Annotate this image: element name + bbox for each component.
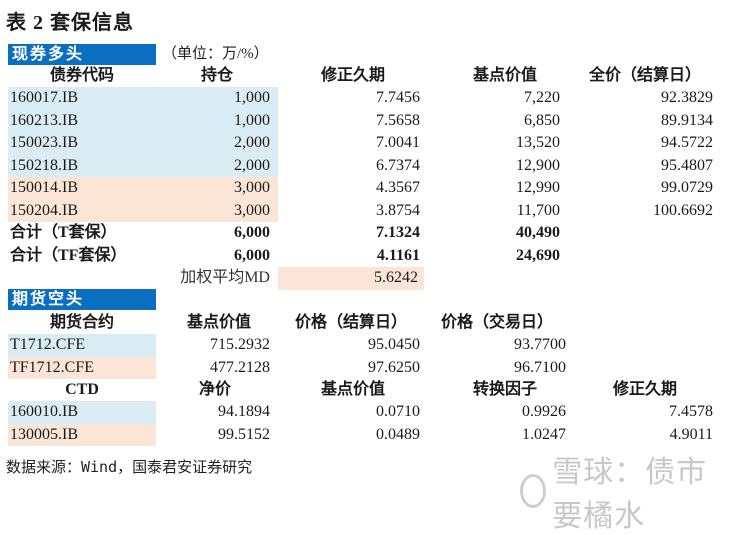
watermark: 雪球：债市要橘水 [520,447,731,535]
col-header-full-price: 全价（结算日） [588,67,701,84]
total-md: 4.1161 [376,246,420,264]
bpv: 12,900 [516,156,560,174]
modified-duration: 7.5658 [376,111,420,129]
trade-price: 93.7700 [514,336,566,353]
full-price: 92.3829 [661,89,713,106]
ctd-code: 160010.IB [8,401,156,424]
watermark-text: 雪球：债市要橘水 [552,455,708,534]
modified-duration: 6.7374 [376,156,420,174]
total-label: 合计（TF套保） [10,246,127,264]
table-row: 160010.IB 94.1894 0.0710 0.9926 7.4578 [0,401,731,424]
total-row-t: 合计（T套保） 6,000 7.1324 40,490 [0,222,731,245]
position: 2,000 [234,156,270,174]
col-header-trade-price: 价格（交易日） [440,314,553,331]
col-header-bond-code: 债券代码 [49,67,114,84]
full-price: 89.9134 [661,111,713,129]
conversion-factor: 1.0247 [522,425,566,443]
total-label: 合计（T套保） [10,224,117,241]
ctd-md: 7.4578 [669,403,713,420]
bpv: 6,850 [524,111,560,129]
table-row: 160017.IB 1,000 7.7456 7,220 92.3829 [0,87,731,110]
futures-bpv: 715.2932 [210,336,270,353]
col-header-modified-duration: 修正久期 [320,67,385,84]
long-section-header: 现券多头 [8,44,156,65]
ctd-code: 130005.IB [8,423,156,446]
short-section-header: 期货空头 [8,289,156,310]
table-row: 150218.IB 2,000 6.7374 12,900 95.4807 [0,154,731,177]
futures-contract: T1712.CFE [8,334,156,357]
settle-price: 97.6250 [368,358,420,376]
full-price: 95.4807 [661,156,713,174]
position: 2,000 [234,134,270,151]
col-header-conversion-factor: 转换因子 [472,381,537,398]
conversion-factor: 0.9926 [522,403,566,420]
total-position: 6,000 [234,224,270,241]
full-price: 99.0729 [661,179,713,196]
table-row: 160213.IB 1,000 7.5658 6,850 89.9134 [0,109,731,132]
bpv: 7,220 [524,89,560,106]
total-position: 6,000 [234,246,270,264]
modified-duration: 7.0041 [376,134,420,151]
modified-duration: 3.8754 [376,201,420,219]
bond-code: 160017.IB [8,87,278,110]
col-header-futures-bpv: 基点价值 [186,314,251,331]
position: 1,000 [234,89,270,106]
source-note: 数据来源：Wind，国泰君安证券研究 [6,458,253,476]
col-header-bpv: 基点价值 [472,67,537,84]
futures-contract: TF1712.CFE [8,356,156,379]
col-header-ctd-bpv: 基点价值 [320,381,385,398]
col-header-settle-price: 价格（结算日） [294,314,407,331]
full-price: 100.6692 [653,201,713,219]
ctd-md: 4.9011 [669,425,713,443]
clean-price: 94.1894 [218,403,270,420]
table-row: T1712.CFE 715.2932 95.0450 93.7700 [0,334,731,357]
position: 1,000 [234,111,270,129]
total-row-tf: 合计（TF套保） 6,000 4.1161 24,690 [0,245,731,268]
snowball-logo-icon [520,474,547,508]
total-md: 7.1324 [376,224,420,241]
col-header-ctd: CTD [65,381,99,398]
table-title: 表 2 套保信息 [6,12,134,34]
position: 3,000 [234,201,270,219]
total-bpv: 24,690 [516,246,560,264]
table-row: 150204.IB 3,000 3.8754 11,700 100.6692 [0,199,731,222]
full-price: 94.5722 [661,134,713,151]
weighted-md-value: 5.6242 [278,267,424,290]
col-header-ctd-md: 修正久期 [612,381,677,398]
table-row: 130005.IB 99.5152 0.0489 1.0247 4.9011 [0,423,731,446]
settle-price: 95.0450 [368,336,420,353]
modified-duration: 4.3567 [376,179,420,196]
bond-code: 150218.IB [8,154,278,177]
total-bpv: 40,490 [516,224,560,241]
position: 3,000 [234,179,270,196]
ctd-bpv: 0.0710 [376,403,420,420]
bond-code: 150023.IB [8,132,278,155]
table-row: TF1712.CFE 477.2128 97.6250 96.7100 [0,356,731,379]
trade-price: 96.7100 [514,358,566,376]
table-row: 150014.IB 3,000 4.3567 12,990 99.0729 [0,177,731,200]
bpv: 13,520 [516,134,560,151]
modified-duration: 7.7456 [376,89,420,106]
col-header-futures-contract: 期货合约 [49,314,114,331]
clean-price: 99.5152 [218,425,270,443]
futures-bpv: 477.2128 [210,358,270,376]
col-header-clean-price: 净价 [198,381,231,398]
unit-label: （单位：万/%） [162,46,269,62]
bond-code: 150014.IB [8,177,278,200]
bond-code: 150204.IB [8,199,278,222]
col-header-position: 持仓 [200,67,233,84]
bond-code: 160213.IB [8,109,278,132]
table-row: 150023.IB 2,000 7.0041 13,520 94.5722 [0,132,731,155]
bpv: 11,700 [516,201,560,219]
bpv: 12,990 [516,179,560,196]
weighted-md-row: 加权平均MD 5.6242 [0,267,731,290]
ctd-bpv: 0.0489 [376,425,420,443]
weighted-md-label: 加权平均MD [180,269,270,286]
